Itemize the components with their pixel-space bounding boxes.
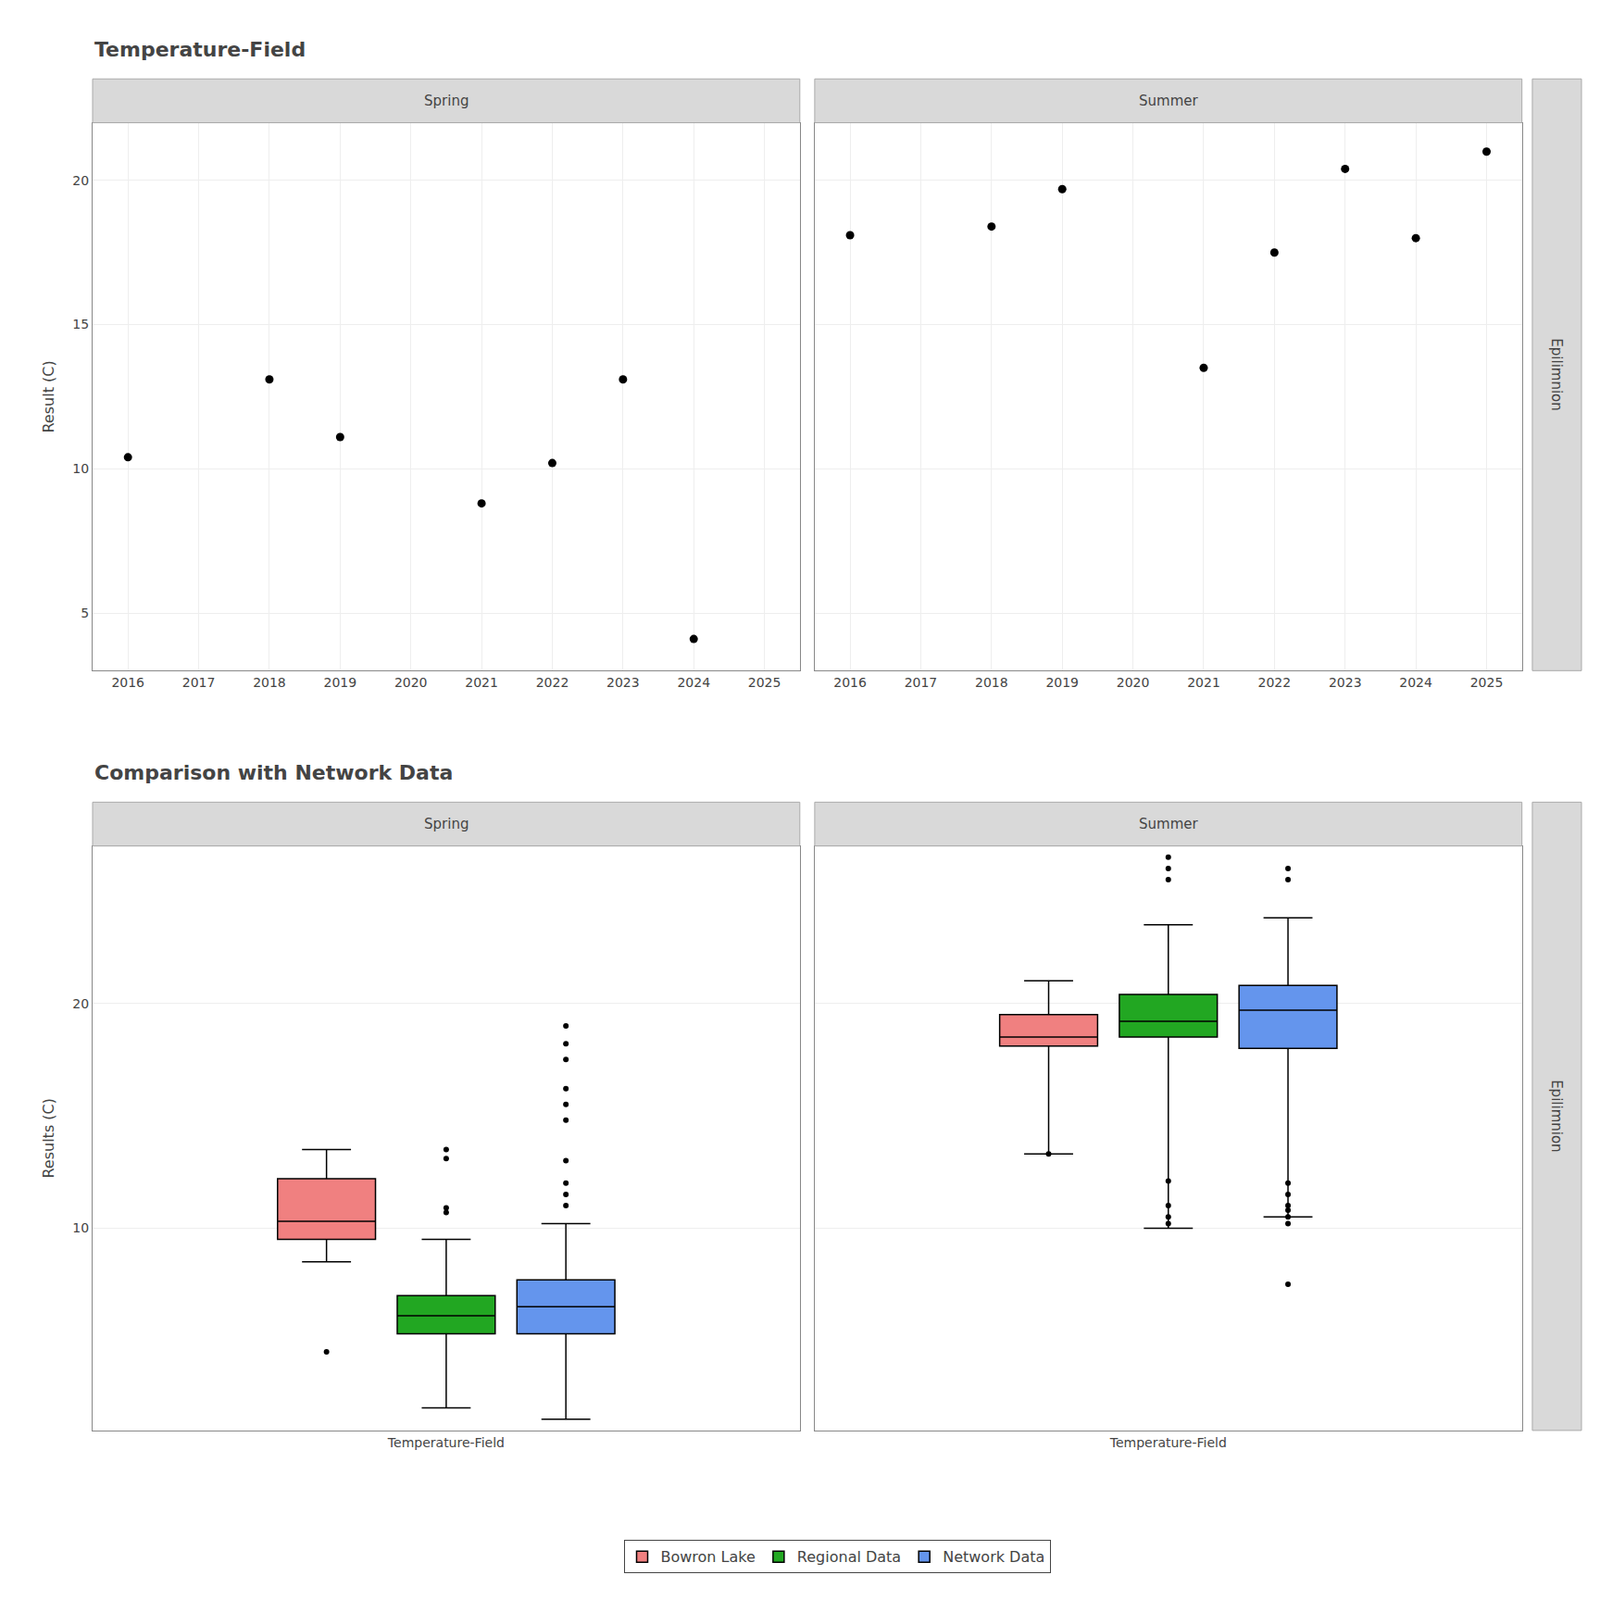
svg-text:Result (C): Result (C) <box>39 360 58 433</box>
svg-text:Spring: Spring <box>424 92 469 110</box>
svg-text:2022: 2022 <box>536 675 570 690</box>
svg-text:Spring: Spring <box>424 815 469 833</box>
svg-text:Summer: Summer <box>1138 815 1199 833</box>
svg-text:10: 10 <box>72 1220 89 1236</box>
svg-text:2023: 2023 <box>1328 675 1363 690</box>
svg-text:2020: 2020 <box>1116 675 1150 690</box>
svg-text:Temperature-Field: Temperature-Field <box>1109 1435 1227 1450</box>
svg-text:2024: 2024 <box>676 675 711 690</box>
svg-text:Network Data: Network Data <box>942 1548 1045 1566</box>
svg-text:Summer: Summer <box>1138 92 1199 110</box>
svg-text:2025: 2025 <box>1470 675 1504 690</box>
svg-text:Results (C): Results (C) <box>39 1098 58 1179</box>
svg-text:10: 10 <box>72 461 89 476</box>
svg-text:Temperature-Field: Temperature-Field <box>94 37 306 62</box>
svg-text:Epilimnion: Epilimnion <box>1548 337 1565 411</box>
svg-text:2021: 2021 <box>464 675 499 690</box>
svg-text:Comparison with Network Data: Comparison with Network Data <box>94 761 453 785</box>
svg-text:2020: 2020 <box>394 675 428 690</box>
svg-text:2017: 2017 <box>904 675 938 690</box>
svg-text:2018: 2018 <box>975 675 1009 690</box>
svg-text:5: 5 <box>80 605 89 621</box>
svg-text:20: 20 <box>72 996 89 1012</box>
svg-text:2025: 2025 <box>748 675 782 690</box>
svg-text:20: 20 <box>72 173 89 188</box>
svg-text:2016: 2016 <box>833 675 867 690</box>
svg-text:2016: 2016 <box>111 675 145 690</box>
svg-text:2022: 2022 <box>1258 675 1292 690</box>
svg-text:Regional Data: Regional Data <box>797 1548 901 1566</box>
svg-text:Epilimnion: Epilimnion <box>1548 1079 1565 1152</box>
svg-text:2019: 2019 <box>324 675 358 690</box>
svg-text:Bowron Lake: Bowron Lake <box>661 1548 756 1566</box>
svg-text:2019: 2019 <box>1045 675 1079 690</box>
svg-text:2017: 2017 <box>182 675 216 690</box>
svg-text:2021: 2021 <box>1187 675 1221 690</box>
svg-text:2018: 2018 <box>252 675 287 690</box>
svg-text:2024: 2024 <box>1399 675 1433 690</box>
svg-text:Temperature-Field: Temperature-Field <box>387 1435 505 1450</box>
svg-text:2023: 2023 <box>606 675 640 690</box>
svg-text:15: 15 <box>72 316 89 332</box>
